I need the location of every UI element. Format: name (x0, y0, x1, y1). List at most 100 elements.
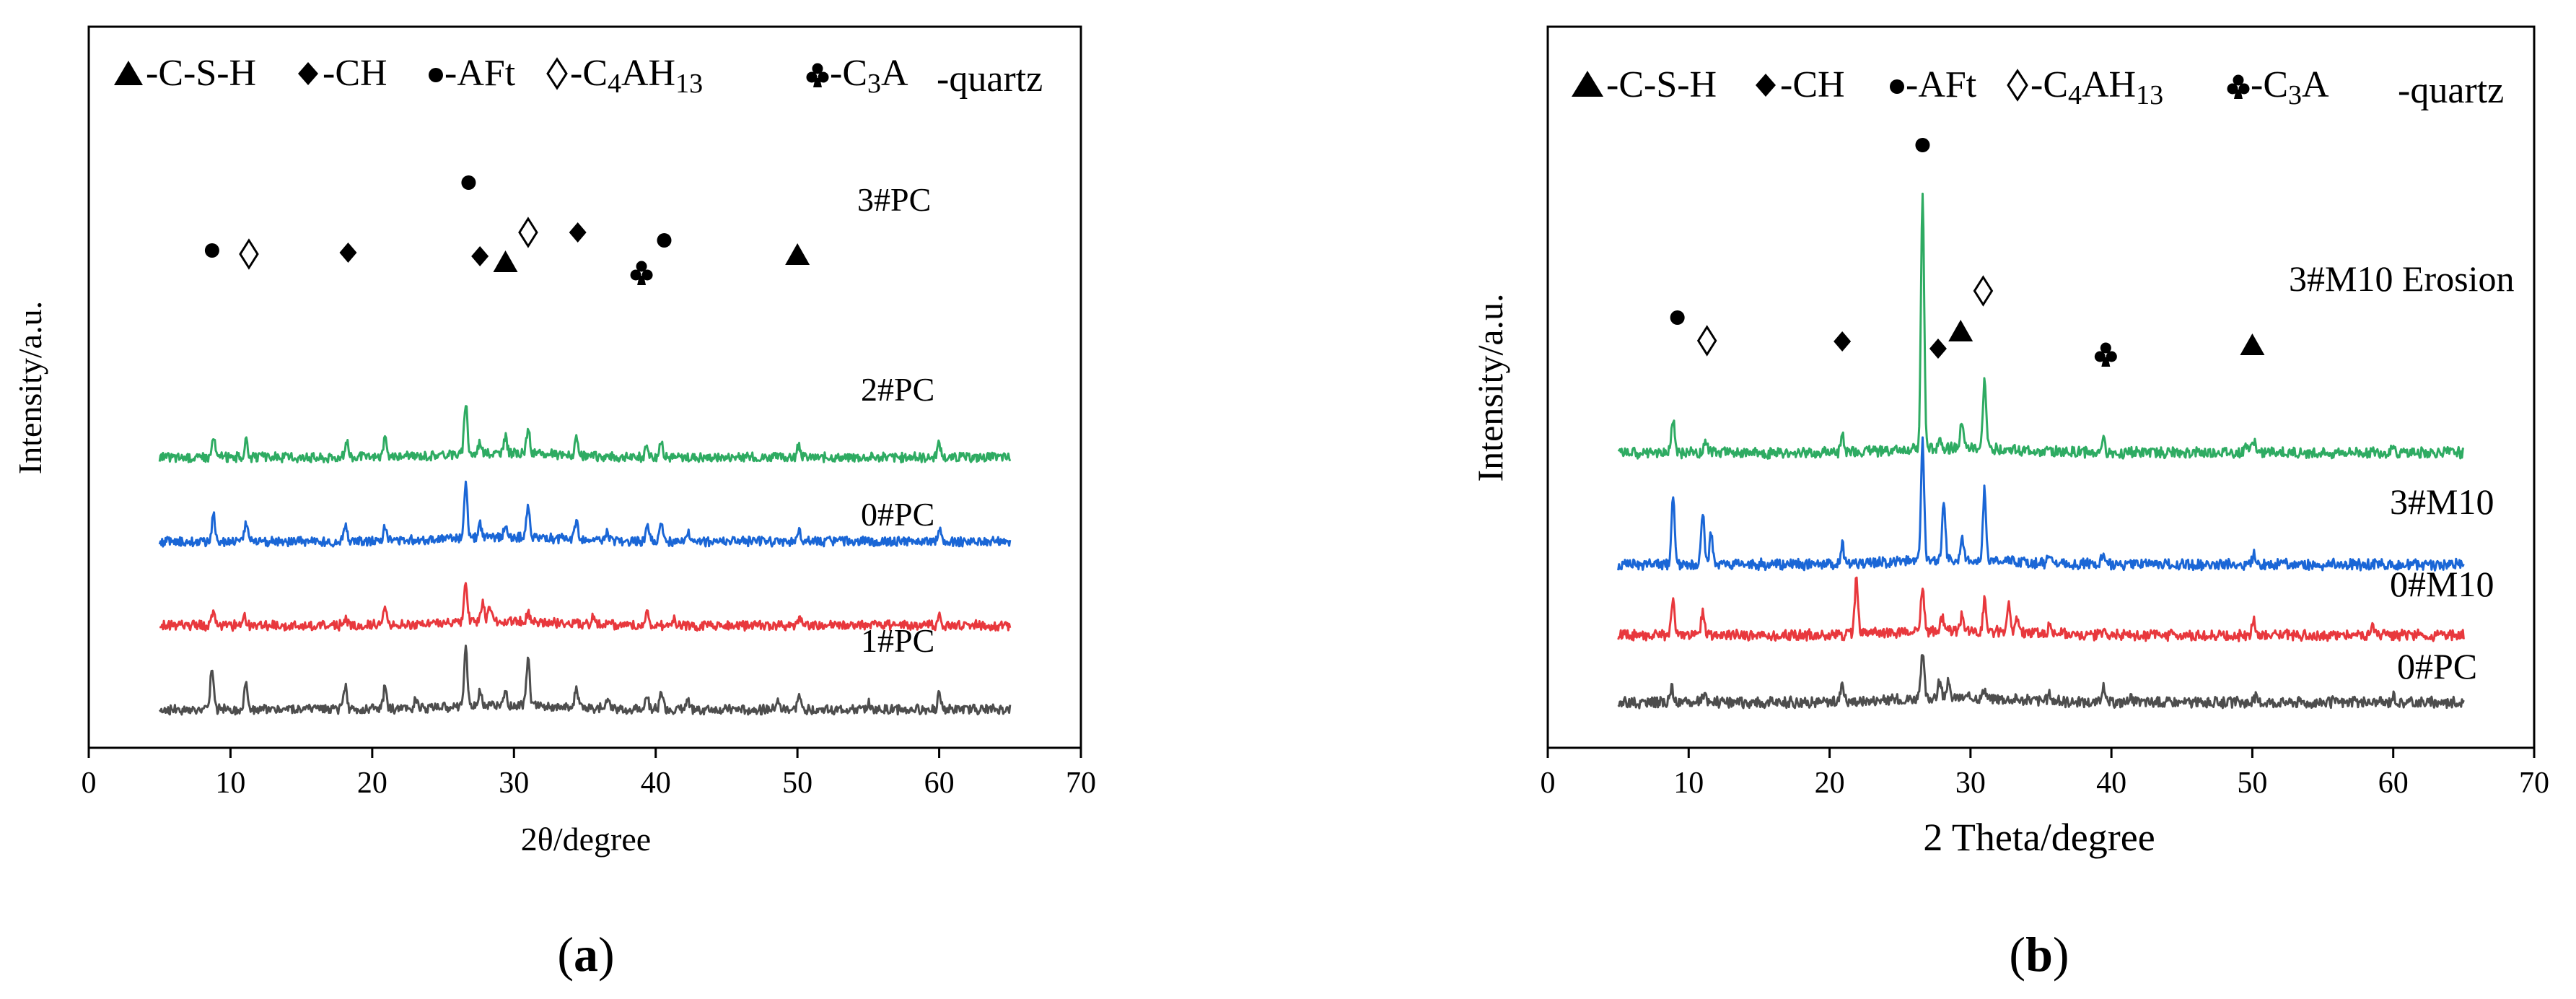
panel-label-b-letter: b (2025, 927, 2053, 982)
series-label-0pc-b: 0#PC (2397, 646, 2477, 686)
peak-marker-diamond-2 (1834, 331, 1852, 352)
legend-label-c3a-tail-a: A (881, 53, 908, 94)
legend-circle-icon-a (429, 68, 443, 82)
x-tick-label-50: 50 (782, 767, 812, 800)
y-axis-title-b: Intensity/a.u. (1470, 293, 1510, 481)
x-axis-title-b: 2 Theta/degree (1923, 816, 2155, 859)
legend-label-c4ah13-mid-b: AH (2082, 64, 2136, 105)
x-tick-label-10: 10 (1673, 767, 1704, 800)
x-tick-label-20: 20 (357, 767, 387, 800)
series-label-3m10-erosion-b: 3#M10 Erosion (2289, 258, 2515, 299)
legend-label-c3a-sub-a: 3 (867, 69, 881, 99)
legend-label-c3a-tail-b: A (2302, 64, 2329, 105)
panel-a: 0 10 20 30 40 50 60 70 -C-S-H -CH -AFt -C4AH13 … (12, 25, 1096, 982)
x-tick-label-40: 40 (641, 767, 671, 800)
series-label-3pc-a: 3#PC (857, 181, 931, 218)
panel-label-b-close: ) (2053, 927, 2069, 982)
legend-label-c3a-prefix-a: -C (830, 53, 867, 94)
legend-label-ch-a: -CH (323, 53, 387, 94)
legend-label-ch-b: -CH (1780, 64, 1845, 105)
legend-a: -C-S-H -CH -AFt -C4AH13 -C3A -quartz (114, 53, 1043, 100)
legend-label-c4ah13-prefix-b: -C (2030, 64, 2068, 105)
peak-marker-triangle-10 (785, 243, 810, 265)
peak-marker-circle-3 (461, 175, 476, 190)
peak-marker-diamond-7 (569, 222, 587, 243)
x-tick-label-10: 10 (215, 767, 245, 800)
legend-label-csh-a: -C-S-H (146, 53, 256, 94)
legend-label-c3a-a: -C3A (830, 53, 908, 99)
legend-club-icon-a (806, 63, 829, 87)
x-tick-label-30: 30 (499, 767, 529, 800)
legend-label-aft-b: -AFt (1906, 64, 1977, 105)
legend-circle-icon-b (1890, 79, 1904, 94)
x-tick-label-30: 30 (1955, 767, 1986, 800)
legend-label-c4ah13-sub2-a: 13 (675, 69, 703, 99)
peak-markers-a (204, 175, 810, 285)
peak-marker-diamond-2 (339, 243, 357, 263)
peak-marker-club-8 (630, 261, 653, 285)
peak-marker-circle-3 (1915, 138, 1930, 152)
series-line-1-pc (158, 645, 1012, 716)
series-line-0-pc (1617, 654, 2465, 710)
peak-marker-diamond-4 (471, 246, 489, 266)
series-label-1pc-a: 1#PC (861, 622, 934, 659)
x-tick-label-40: 40 (2096, 767, 2126, 800)
legend-label-c3a-sub-b: 3 (2288, 80, 2302, 110)
peak-marker-diamond-open-1 (239, 238, 259, 270)
series-line-2-pc (158, 480, 1012, 548)
x-tick-label-20: 20 (1815, 767, 1845, 800)
x-axis-ticks-b: 0 10 20 30 40 50 60 70 (1541, 748, 2549, 800)
legend-club-icon-b (2227, 74, 2250, 99)
peak-markers-b (1670, 138, 2265, 367)
peak-marker-circle-0 (204, 243, 219, 258)
x-tick-label-0: 0 (82, 767, 97, 800)
curves-b (1617, 192, 2465, 710)
legend-triangle-icon-a (114, 61, 143, 85)
legend-b: -C-S-H -CH -AFt -C4AH13 -C3A -quartz (1572, 64, 2504, 111)
peak-marker-diamond-open-1 (1696, 325, 1717, 357)
peak-marker-club-7 (2094, 342, 2117, 367)
legend-label-c4ah13-prefix-a: -C (570, 53, 608, 94)
peak-marker-diamond-open-6 (1973, 275, 1994, 307)
legend-label-c4ah13-sub1-a: 4 (608, 69, 621, 99)
series-line-3-pc (158, 405, 1012, 464)
legend-open-diamond-icon-b (2007, 69, 2028, 102)
x-axis-ticks-a: 0 10 20 30 40 50 60 70 (82, 748, 1096, 800)
x-tick-label-70: 70 (1066, 767, 1096, 800)
series-line-0-m10 (1617, 576, 2465, 642)
x-axis-title-a: 2θ/degree (521, 821, 651, 858)
plot-frame-b (1546, 25, 2536, 749)
series-line-3-m10-erosion (1617, 192, 2465, 460)
legend-open-diamond-icon-a (546, 57, 568, 90)
legend-label-c3a-prefix-b: -C (2251, 64, 2288, 105)
series-line-0-pc (159, 582, 1012, 632)
peak-marker-triangle-8 (2240, 333, 2265, 355)
x-tick-label-70: 70 (2519, 767, 2549, 800)
x-tick-label-0: 0 (1541, 767, 1556, 800)
y-axis-title-a: Intensity/a.u. (12, 301, 48, 474)
legend-diamond-icon-a (298, 62, 318, 85)
peak-marker-circle-9 (657, 233, 672, 248)
series-label-0pc-a: 0#PC (861, 496, 934, 533)
series-label-3m10-b: 3#M10 (2390, 481, 2494, 522)
panel-label-a-letter: a (574, 927, 598, 982)
legend-label-quartz-a: -quartz (937, 58, 1043, 100)
panel-label-a-close: ) (598, 927, 615, 982)
panel-label-b-open: ( (2009, 927, 2025, 982)
legend-label-quartz-b: -quartz (2398, 70, 2504, 111)
x-tick-label-60: 60 (2378, 767, 2409, 800)
plot-frame-a (87, 25, 1082, 749)
x-tick-label-50: 50 (2237, 767, 2267, 800)
legend-diamond-icon-b (1756, 74, 1776, 97)
panel-b: 0 10 20 30 40 50 60 70 -C-S-H -CH -AFt -C4AH13 … (1470, 25, 2549, 982)
legend-label-c4ah13-sub1-b: 4 (2068, 80, 2082, 110)
curves-a (158, 405, 1012, 716)
legend-label-aft-a: -AFt (444, 53, 516, 94)
series-line-3-m10 (1617, 436, 2465, 572)
x-tick-label-60: 60 (924, 767, 955, 800)
peak-marker-diamond-open-6 (518, 217, 538, 248)
legend-label-c4ah13-a: -C4AH13 (570, 53, 703, 99)
legend-label-c4ah13-mid-a: AH (621, 53, 675, 94)
panel-label-a-open: ( (557, 927, 574, 982)
